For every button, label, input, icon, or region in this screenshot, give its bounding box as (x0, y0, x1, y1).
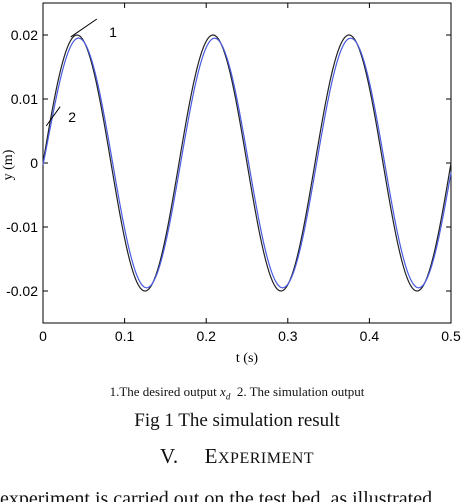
legend-prefix: 1.The desired output (109, 384, 221, 399)
y-tick-label: -0.01 (6, 219, 38, 235)
figure-caption: Fig 1 The simulation result (134, 410, 340, 431)
x-tick-label: 0.4 (360, 328, 380, 344)
x-tick-label: 0.3 (278, 328, 298, 344)
x-tick-label: 0.2 (196, 328, 216, 344)
legend-suffix: 2. The simulation output (230, 384, 365, 399)
legend-variable: xd (220, 384, 231, 402)
section-title-rest: XPERIMENT (217, 450, 315, 467)
y-tick-label: 0 (30, 155, 38, 171)
section-number: V. (159, 444, 179, 468)
section-title-initial: E (204, 444, 218, 468)
y-tick-label: 0.01 (11, 91, 38, 107)
annotation-1-leader (70, 18, 98, 38)
y-tick-label: 0.02 (11, 27, 38, 43)
series-group (42, 34, 452, 292)
annotation-1-label: 1 (109, 24, 117, 40)
series-desired-line (42, 34, 452, 292)
body-text-cutoff: experiment is carried out on the test be… (0, 488, 433, 502)
figure-legend-caption: 1.The desired output xd 2. The simulatio… (0, 384, 474, 402)
x-axis-ticks: 0 0.1 0.2 0.3 0.4 0.5 (39, 3, 461, 344)
annotation-group: 12 (45, 18, 117, 127)
annotation-2-leader (45, 106, 61, 127)
section-heading: V. EXPERIMENT (0, 444, 474, 469)
x-tick-label: 0.5 (441, 328, 461, 344)
series-simulation-line (42, 37, 452, 289)
x-tick-label: 0 (39, 328, 47, 344)
x-tick-label: 0.1 (115, 328, 135, 344)
x-axis-label: t (s) (236, 351, 259, 366)
y-axis-ticks: -0.02 -0.01 0 0.01 0.02 (6, 27, 451, 299)
annotation-2-label: 2 (68, 109, 76, 125)
y-axis-label: y (m) (1, 149, 16, 180)
y-tick-label: -0.02 (6, 283, 38, 299)
